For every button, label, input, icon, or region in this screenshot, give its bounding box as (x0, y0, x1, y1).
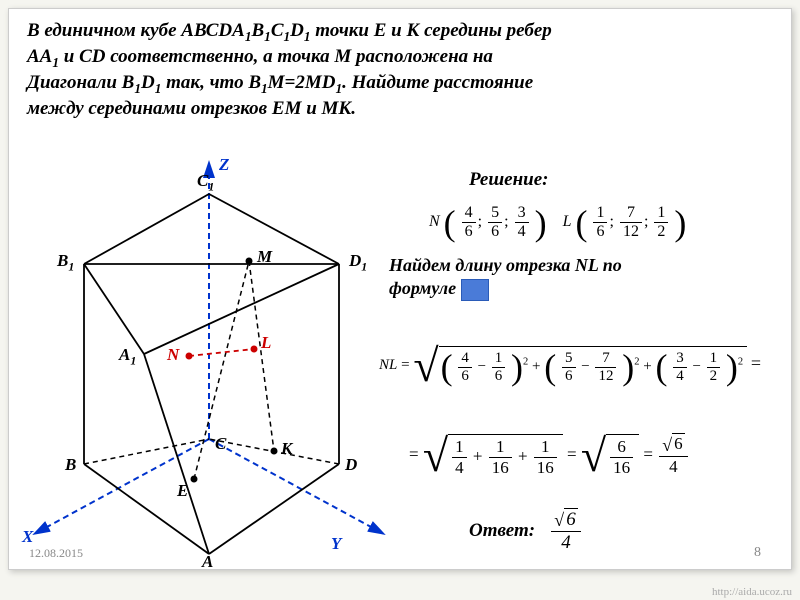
footer-url: http://aida.ucoz.ru (712, 586, 792, 598)
label-B: B (65, 455, 76, 475)
label-A: A (202, 552, 213, 572)
label-C1: C1 (197, 171, 214, 194)
label-M: M (257, 247, 272, 267)
answer-block: Ответ: √6 4 (469, 509, 583, 554)
label-L: L (261, 333, 271, 353)
coords-N-L: N ( 46; 56; 34 ) L ( 16; 712; 12 ) (429, 204, 686, 241)
label-C: C (215, 434, 226, 454)
find-text: Найдем длину отрезка NL по формуле (389, 254, 622, 301)
label-D1: D1 (349, 251, 367, 274)
solution-label: Решение: (469, 169, 549, 191)
footer-date: 12.08.2015 (29, 546, 83, 561)
label-N: N (167, 345, 179, 365)
cube-diagram: A B C D A1 B1 C1 D1 E К M N L X Y Z (19, 159, 419, 559)
label-K: К (281, 439, 293, 459)
formula-nl-expand: NL = √ ( 46 − 16 )2 + ( 56 − 712 )2 + ( … (379, 339, 761, 392)
formula-nl-simplify: = √ 14 + 116 + 116 = √ 616 = √6 4 (409, 429, 690, 482)
label-B1: B1 (57, 251, 74, 274)
label-Y: Y (331, 534, 341, 554)
label-Z: Z (219, 155, 229, 175)
footer-page: 8 (754, 545, 761, 561)
formula-ref-icon (461, 279, 489, 301)
label-X: X (22, 527, 33, 547)
label-D: D (345, 455, 357, 475)
label-E: E (177, 481, 188, 501)
label-A1: A1 (119, 345, 136, 368)
problem-text: В единичном кубе АВСDА1В1С1D1 точки Е и … (27, 19, 773, 122)
